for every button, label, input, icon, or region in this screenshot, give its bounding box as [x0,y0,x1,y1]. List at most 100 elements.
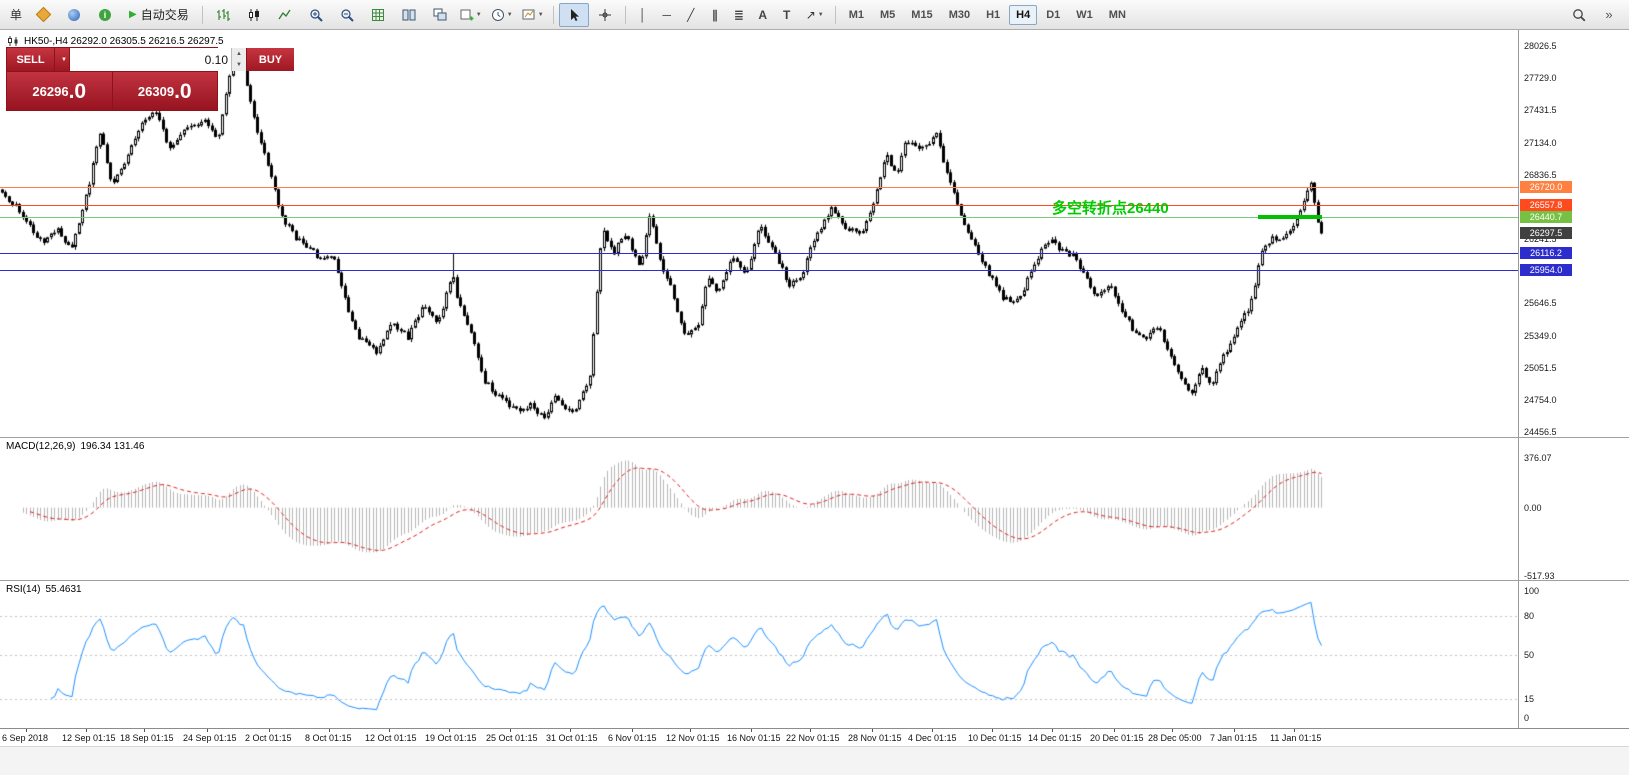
rsi-title: RSI(14) 55.4631 [6,584,82,595]
timeframe-h1-button[interactable]: H1 [986,8,1001,21]
crosshair-tool-button[interactable] [590,3,620,27]
buy-price-button[interactable]: 26309.0 [112,72,217,110]
timeframe-m1-button[interactable]: M1 [848,8,864,21]
timeframe-group: M1 M5 M15 M30 H1 H4 D1 W1 MN [841,4,1134,25]
search-button[interactable] [1564,3,1594,27]
turning-point-annotation[interactable]: 多空转折点26440 [1052,200,1169,217]
time-axis-label: 25 Oct 01:15 [486,733,538,743]
buy-price-frac: .0 [174,79,192,103]
time-axis-label: 6 Nov 01:15 [608,733,657,743]
volume-input[interactable] [70,48,231,71]
channel-tool-button[interactable]: ∥ [711,7,718,22]
market-watch-button[interactable] [59,3,89,27]
grid-icon [371,8,384,21]
search-icon [1573,8,1586,21]
timeframe-mn-button[interactable]: MN [1108,8,1126,21]
time-axis-tick [1114,729,1115,732]
rsi-axis-label: 100 [1524,586,1540,596]
price-tag-26557.8[interactable]: 26557.8 [1520,199,1572,211]
periods-button[interactable]: ▼ [487,3,517,27]
bars-icon [216,8,230,21]
price-tag-26116.2[interactable]: 26116.2 [1520,247,1572,259]
time-axis-tick [26,729,27,732]
template-icon [522,9,535,19]
buy-button[interactable]: BUY [247,48,294,71]
grid-button[interactable] [363,3,393,27]
time-axis-label: 10 Dec 01:15 [968,733,1022,743]
price-tag-26720.0[interactable]: 26720.0 [1520,181,1572,193]
price-axis-label: 25051.5 [1524,362,1557,373]
rsi-axis-label: 0 [1524,713,1530,723]
text-tool-button[interactable]: A [758,7,768,22]
time-axis-tick [1234,729,1235,732]
crosshair-icon [598,8,611,21]
add-indicator-button[interactable]: ▼ [456,3,486,27]
timeframe-d1-button[interactable]: D1 [1046,8,1061,21]
time-axis-label: 2 Oct 01:15 [245,733,292,743]
price-tag-25954.0[interactable]: 25954.0 [1520,264,1572,276]
time-axis-tick [992,729,993,732]
info-button[interactable]: i [90,3,120,27]
price-tag-26440.7[interactable]: 26440.7 [1520,211,1572,223]
time-axis-label: 8 Oct 01:15 [305,733,352,743]
volume-increase-button[interactable]: ▲ [232,48,246,60]
dropdown-caret-icon: ▼ [817,11,824,18]
rsi-axis[interactable]: 100 80 50 15 0 [1518,581,1629,728]
tile-windows-button[interactable] [394,3,424,27]
vertical-line-tool-button[interactable]: │ [638,7,647,22]
time-axis-label: 12 Sep 01:15 [62,733,116,743]
horizontal-line-26720.0[interactable] [0,187,1518,188]
time-axis-tick [269,729,270,732]
macd-canvas[interactable] [0,438,1518,580]
macd-axis-label: -517.93 [1524,571,1555,581]
timeframe-m5-button[interactable]: M5 [880,8,896,21]
horizontal-line-26440.7[interactable] [0,217,1518,218]
price-axis-label: 26241.5 [1524,234,1557,244]
bar-chart-mode-button[interactable] [208,3,238,27]
horizontal-line-26557.8[interactable] [0,205,1518,206]
arrow-icon: ↗ [805,7,816,22]
turning-point-segment[interactable] [1258,215,1322,219]
candlestick-mode-button[interactable] [239,3,269,27]
horizontal-line-tool-button[interactable]: ─ [662,7,671,22]
price-chart-canvas[interactable] [0,30,1518,437]
sell-price-main: 26296 [32,83,69,99]
time-axis[interactable]: 6 Sep 2018 12 Sep 01:15 18 Sep 01:15 24 Sep… [0,728,1629,746]
new-order-button[interactable]: 单 [5,4,27,26]
cascade-windows-icon [433,8,447,20]
macd-title: MACD(12,26,9) 196.34 131.46 [6,441,144,452]
volume-decrease-button[interactable]: ▼ [232,59,246,71]
line-chart-icon [278,9,291,19]
dropdown-caret-icon: ▼ [475,11,482,18]
timeframe-h4-button[interactable]: H4 [1009,4,1038,25]
sell-price-frac: .0 [68,79,87,103]
timeframe-w1-button[interactable]: W1 [1076,8,1093,21]
horizontal-line-26116.2[interactable] [0,253,1518,254]
timeframe-m30-button[interactable]: M30 [948,8,971,21]
toolbar-overflow-chevron[interactable]: » [1605,7,1613,22]
horizontal-line-25954.0[interactable] [0,270,1518,271]
rsi-canvas[interactable] [0,581,1518,728]
order-type-dropdown[interactable]: ▼ [54,48,69,71]
autotrade-button[interactable]: ▶ 自动交易 [121,4,197,26]
fibonacci-tool-button[interactable]: ≣ [733,7,744,22]
sell-button[interactable]: SELL [7,48,54,71]
cursor-tool-button[interactable] [558,2,589,27]
info-icon: i [99,8,111,21]
macd-axis[interactable]: 376.07 0.00 -517.93 [1518,438,1629,581]
order-diamond-button[interactable] [28,3,58,27]
sell-price-button[interactable]: 26296.0 [7,72,113,110]
line-chart-mode-button[interactable] [270,3,300,27]
timeframe-m15-button[interactable]: M15 [911,8,933,21]
arrows-tool-button[interactable]: ↗ ▼ [800,3,830,27]
price-axis[interactable]: 28026.527729.027431.527134.026836.526539… [1518,30,1629,437]
zoom-out-button[interactable] [332,3,362,27]
templates-button[interactable]: ▼ [518,3,548,27]
label-tool-button[interactable]: T [783,7,791,22]
trendline-tool-button[interactable]: ╱ [687,7,695,22]
dropdown-caret-icon: ▼ [537,11,544,18]
zoom-in-button[interactable] [301,3,331,27]
price-axis-label: 24456.5 [1524,427,1557,437]
time-axis-tick [872,729,873,732]
cascade-windows-button[interactable] [425,3,455,27]
